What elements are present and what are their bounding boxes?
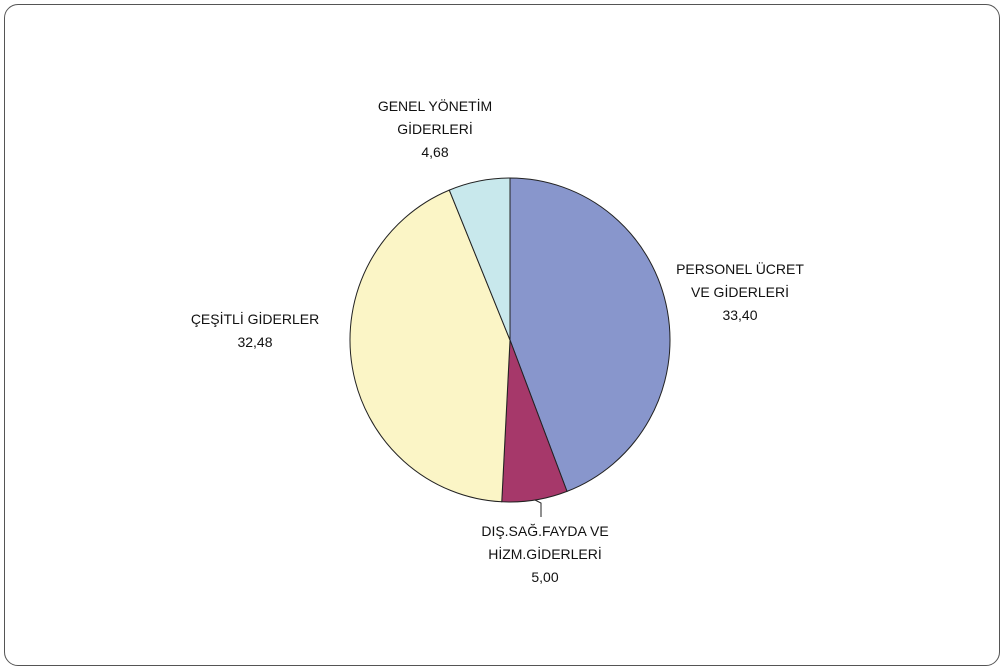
category-label: DIŞ.SAĞ.FAYDA VE HİZM.GİDERLERİ [481,523,609,562]
pie-slice [509,177,671,493]
value-label: 33,40 [722,307,758,323]
slice-label: DIŞ.SAĞ.FAYDA VE HİZM.GİDERLERİ 5,00 [445,520,645,589]
value-label: 4,68 [421,144,449,160]
category-label: GENEL YÖNETİM GİDERLERİ [377,98,493,137]
value-label: 5,00 [531,569,559,585]
category-label: ÇEŞİTLİ GİDERLER [190,311,320,327]
pie-slice [448,177,511,341]
slice-label: PERSONEL ÜCRET VE GİDERLERİ 33,40 [665,258,815,327]
slice-label: ÇEŞİTLİ GİDERLER 32,48 [160,308,350,354]
leader-line [534,499,542,517]
category-label: PERSONEL ÜCRET VE GİDERLERİ [676,261,804,300]
chart-frame [4,4,1000,666]
pie-slice [349,189,511,503]
slice-label: GENEL YÖNETİM GİDERLERİ 4,68 [360,95,510,164]
value-label: 32,48 [237,334,273,350]
